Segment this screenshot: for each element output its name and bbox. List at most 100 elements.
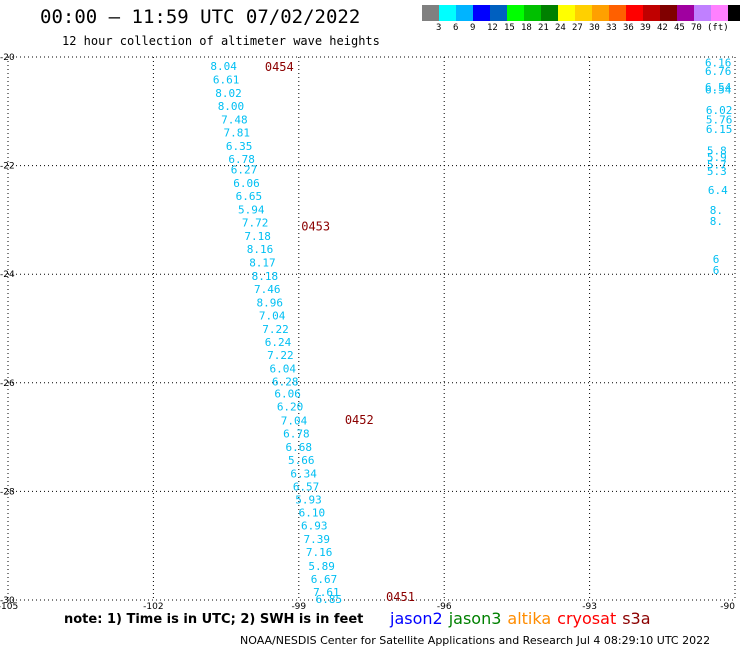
- color-swatch: [728, 5, 740, 21]
- wave-height-value: 6.16: [705, 56, 732, 69]
- pass-time-label: 0451: [386, 590, 415, 604]
- wave-height-value: 7.39: [303, 533, 330, 546]
- wave-height-value: 6.78: [228, 153, 255, 166]
- color-scale-label: 27: [572, 23, 583, 33]
- wave-height-value: 6.57: [293, 481, 320, 494]
- map-grid: [7, 56, 736, 601]
- wave-height-value: 8.18: [252, 270, 279, 283]
- longitude-tick-label: -102: [143, 602, 163, 610]
- wave-height-value: 6.34: [290, 467, 317, 480]
- color-scale-label: 39: [640, 23, 651, 33]
- wave-height-value: 5.89: [308, 560, 335, 573]
- color-scale-label: 42: [657, 23, 668, 33]
- color-scale-label: 45: [674, 23, 685, 33]
- mission-legend-s3a: s3a: [622, 609, 651, 628]
- color-swatch: [711, 5, 728, 21]
- color-scale-label: 3: [436, 23, 442, 33]
- color-swatch: [575, 5, 592, 21]
- color-swatch: [626, 5, 643, 21]
- color-scale-label: 70: [691, 23, 702, 33]
- longitude-tick-label: -93: [582, 602, 597, 610]
- wave-height-value: 8.00: [218, 100, 245, 113]
- wave-height-value: 7.61: [313, 586, 340, 599]
- color-swatch: [473, 5, 490, 21]
- color-scale-unit: (ft): [707, 23, 729, 33]
- latitude-tick-label: -30: [0, 596, 15, 606]
- wave-height-value: 8.17: [249, 256, 276, 269]
- wave-height-value: 7.22: [262, 323, 289, 336]
- wave-height-value: 5.66: [288, 454, 315, 467]
- wave-height-value: 5.93: [295, 494, 322, 507]
- pass-time-label: 0454: [265, 60, 294, 74]
- altimeter-map: -20 -22 -24 -26 -28 -30-105 -102 -99 -96 -93 -90 8…: [0, 53, 736, 610]
- wave-height-value: 7.04: [259, 309, 286, 322]
- latitude-tick-label: -22: [0, 162, 15, 172]
- wave-height-value: 7.22: [267, 349, 294, 362]
- main-track: 8.046.618.028.007.487.816.356.786.276.06…: [210, 60, 342, 606]
- color-scale-label: 12: [487, 23, 498, 33]
- wave-height-value: 6.61: [213, 73, 240, 86]
- color-scale-label: 21: [538, 23, 549, 33]
- latitude-tick-label: -28: [0, 487, 15, 497]
- color-scale-label: 9: [470, 23, 476, 33]
- color-scale-label: 6: [453, 23, 459, 33]
- color-scale-label: 36: [623, 23, 634, 33]
- wave-height-value: 6.06: [274, 388, 301, 401]
- wave-height-value: 6.04: [270, 363, 297, 376]
- wave-height-value: 8.04: [210, 60, 237, 73]
- wave-height-value: 5.76: [706, 113, 733, 126]
- pass-time-label: 0452: [345, 413, 374, 427]
- color-swatch: [524, 5, 541, 21]
- wave-height-value: 7.16: [306, 546, 333, 559]
- wave-height-value: 6.65: [236, 190, 263, 203]
- wave-height-value: 5.7: [707, 159, 727, 172]
- longitude-tick-label: -105: [0, 602, 18, 610]
- latitude-tick-label: -24: [0, 270, 15, 280]
- latitude-tick-label: -20: [0, 53, 15, 63]
- mission-legend-jason2: jason2: [390, 609, 443, 628]
- wave-height-value: 6.35: [226, 140, 253, 153]
- mission-legend-altika: altika: [507, 609, 552, 628]
- color-swatch: [677, 5, 694, 21]
- wave-height-value: 6.24: [265, 336, 292, 349]
- wave-height-value: 6.20: [277, 401, 304, 414]
- longitude-tick-label: -96: [437, 602, 452, 610]
- wave-height-value: 6.28: [272, 376, 299, 389]
- wave-height-value: 6.78: [283, 427, 310, 440]
- wave-height-value: 6.85: [316, 593, 343, 606]
- wave-height-value: 7.72: [242, 217, 269, 230]
- wave-height-value: 6.02: [706, 104, 733, 117]
- page-title: 00:00 – 11:59 UTC 07/02/2022: [40, 6, 361, 28]
- color-scale-label: 24: [555, 23, 566, 33]
- wave-height-value: 5.8: [707, 144, 727, 157]
- color-swatch: [507, 5, 524, 21]
- wave-height-value: 8.: [710, 215, 723, 228]
- wave-height-value: 8.02: [215, 87, 242, 100]
- wave-height-value: 6.76: [705, 65, 732, 78]
- longitude-tick-label: -90: [720, 602, 735, 610]
- axis-tick-labels: -20 -22 -24 -26 -28 -30-105 -102 -99 -96 -93 -90: [0, 53, 735, 610]
- wave-height-value: 6.4: [708, 184, 728, 197]
- color-swatch: [439, 5, 456, 21]
- wave-height-value: 8.96: [256, 296, 283, 309]
- units-note: note: 1) Time is in UTC; 2) SWH is in fe…: [64, 612, 364, 627]
- color-swatch: [694, 5, 711, 21]
- wave-height-value: 7.46: [254, 283, 281, 296]
- latitude-tick-label: -26: [0, 379, 15, 389]
- color-swatch: [592, 5, 609, 21]
- color-swatch: [609, 5, 626, 21]
- longitude-tick-label: -99: [291, 602, 306, 610]
- wave-height-value: 5.94: [238, 204, 265, 217]
- color-scale-label: 18: [521, 23, 532, 33]
- pass-time-labels: 0454 0453 0452 0451: [265, 60, 415, 604]
- color-swatch: [660, 5, 677, 21]
- wave-height-value: 7.81: [224, 126, 251, 139]
- wave-height-value: 6: [713, 253, 720, 266]
- wave-height-value: 6.15: [706, 123, 733, 136]
- credit-line: NOAA/NESDIS Center for Satellite Applica…: [240, 634, 711, 647]
- color-swatch: [422, 5, 439, 21]
- color-scale-label: 30: [589, 23, 600, 33]
- wave-height-value: 7.48: [221, 113, 248, 126]
- wave-height-value: 5.9: [707, 151, 727, 164]
- mission-legend-cryosat: cryosat: [557, 609, 617, 628]
